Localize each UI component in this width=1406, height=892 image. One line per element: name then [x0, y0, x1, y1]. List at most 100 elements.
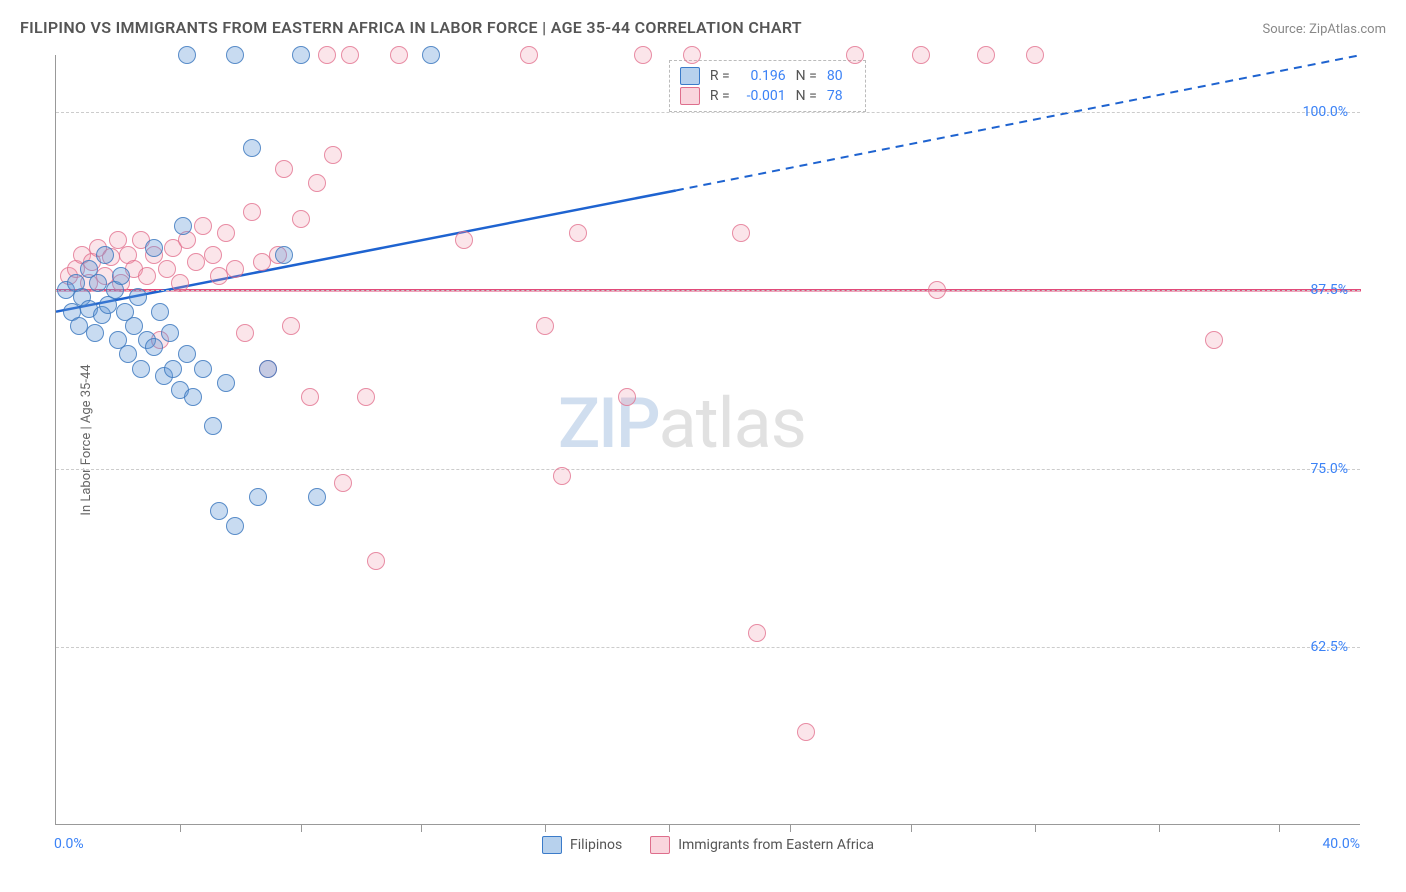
x-tick [790, 824, 791, 832]
y-tick-label: 62.5% [1310, 639, 1348, 655]
swatch-blue-icon [542, 836, 562, 854]
scatter-point-blue [164, 360, 182, 378]
scatter-point-pink [204, 246, 222, 264]
scatter-point-pink [210, 267, 228, 285]
scatter-point-pink [334, 474, 352, 492]
series-legend: Filipinos Immigrants from Eastern Africa [56, 836, 1360, 854]
swatch-pink-icon [650, 836, 670, 854]
x-tick [1279, 824, 1280, 832]
y-axis-title: In Labor Force | Age 35-44 [79, 364, 94, 515]
scatter-point-blue [226, 46, 244, 64]
scatter-point-blue [308, 488, 326, 506]
scatter-point-pink [253, 253, 271, 271]
scatter-point-blue [161, 324, 179, 342]
r-label: R = [710, 68, 730, 84]
n-label: N = [796, 88, 817, 104]
r-value-pink: -0.001 [740, 88, 786, 104]
scatter-point-pink [138, 267, 156, 285]
scatter-point-blue [96, 246, 114, 264]
scatter-point-pink [292, 210, 310, 228]
scatter-point-pink [324, 146, 342, 164]
legend-item-filipinos: Filipinos [542, 836, 622, 854]
scatter-point-pink [308, 174, 326, 192]
scatter-point-blue [275, 246, 293, 264]
gridline [56, 112, 1360, 113]
scatter-point-blue [217, 374, 235, 392]
scatter-point-blue [145, 239, 163, 257]
n-value-pink: 78 [827, 88, 855, 104]
scatter-point-pink [171, 274, 189, 292]
x-tick [911, 824, 912, 832]
header: FILIPINO VS IMMIGRANTS FROM EASTERN AFRI… [20, 18, 1386, 37]
scatter-point-pink [912, 46, 930, 64]
watermark-atlas: atlas [659, 383, 806, 465]
watermark: ZIPatlas [558, 383, 806, 465]
watermark-zip: ZIP [558, 383, 659, 465]
swatch-blue-icon [680, 67, 700, 85]
scatter-point-blue [129, 288, 147, 306]
gridline [56, 469, 1360, 470]
scatter-point-pink [928, 281, 946, 299]
n-label: N = [796, 68, 817, 84]
chart: In Labor Force | Age 35-44 ZIPatlas R = … [55, 55, 1360, 825]
scatter-point-blue [174, 217, 192, 235]
gridline [56, 290, 1360, 291]
y-tick-label: 87.5% [1310, 282, 1348, 298]
scatter-point-pink [282, 317, 300, 335]
x-tick [180, 824, 181, 832]
scatter-point-blue [292, 46, 310, 64]
x-tick [545, 824, 546, 832]
scatter-point-blue [204, 417, 222, 435]
scatter-point-pink [301, 388, 319, 406]
scatter-point-blue [422, 46, 440, 64]
scatter-point-pink [367, 552, 385, 570]
x-tick [1035, 824, 1036, 832]
scatter-point-pink [236, 324, 254, 342]
gridline [56, 647, 1360, 648]
scatter-point-pink [1205, 331, 1223, 349]
source-label: Source: ZipAtlas.com [1262, 22, 1386, 37]
scatter-point-blue [243, 139, 261, 157]
scatter-point-pink [187, 253, 205, 271]
scatter-point-pink [683, 46, 701, 64]
scatter-point-blue [151, 303, 169, 321]
scatter-point-pink [634, 46, 652, 64]
r-value-blue: 0.196 [740, 68, 786, 84]
plot-area: In Labor Force | Age 35-44 ZIPatlas R = … [55, 55, 1360, 825]
scatter-point-pink [194, 217, 212, 235]
scatter-point-blue [178, 46, 196, 64]
y-tick-label: 100.0% [1303, 104, 1348, 120]
scatter-point-pink [243, 203, 261, 221]
scatter-point-blue [89, 274, 107, 292]
scatter-point-pink [341, 46, 359, 64]
x-tick [421, 824, 422, 832]
scatter-point-pink [275, 160, 293, 178]
scatter-point-blue [226, 517, 244, 535]
scatter-point-pink [1026, 46, 1044, 64]
scatter-point-blue [112, 267, 130, 285]
scatter-point-pink [977, 46, 995, 64]
scatter-point-pink [553, 467, 571, 485]
series-b-label: Immigrants from Eastern Africa [678, 837, 874, 853]
scatter-point-pink [318, 46, 336, 64]
x-tick [301, 824, 302, 832]
scatter-point-pink [748, 624, 766, 642]
scatter-point-pink [455, 231, 473, 249]
r-label: R = [710, 88, 730, 104]
trend-lines [56, 55, 1361, 825]
scatter-point-blue [259, 360, 277, 378]
scatter-point-blue [86, 324, 104, 342]
scatter-point-pink [217, 224, 235, 242]
scatter-point-blue [119, 345, 137, 363]
scatter-point-pink [357, 388, 375, 406]
scatter-point-pink [226, 260, 244, 278]
scatter-point-blue [249, 488, 267, 506]
series-a-label: Filipinos [570, 837, 622, 853]
scatter-point-pink [618, 388, 636, 406]
scatter-point-pink [846, 46, 864, 64]
chart-title: FILIPINO VS IMMIGRANTS FROM EASTERN AFRI… [20, 18, 802, 37]
swatch-pink-icon [680, 87, 700, 105]
scatter-point-pink [158, 260, 176, 278]
scatter-point-blue [210, 502, 228, 520]
scatter-point-blue [70, 317, 88, 335]
